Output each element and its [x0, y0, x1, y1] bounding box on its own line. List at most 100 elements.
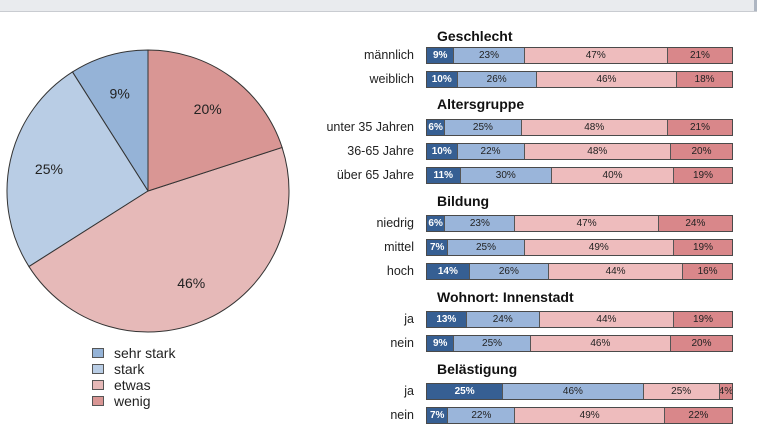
- stacked-bar: 25%46%25%4%: [426, 383, 733, 400]
- stacked-bar: 7% 25% 49% 19%: [426, 239, 733, 256]
- group-title: Geschlecht: [437, 28, 513, 44]
- pie-label-wenig: 20%: [194, 101, 222, 117]
- row-label: nein: [390, 408, 414, 422]
- legend-label-etwas: etwas: [114, 377, 151, 393]
- stacked-bar: 13% 24% 44% 19%: [426, 311, 733, 328]
- legend-item-wenig: wenig: [92, 393, 175, 409]
- bar-segment-stark: 24%: [466, 312, 540, 327]
- bar-segment-etwas: 48%: [524, 144, 671, 159]
- bar-segment-etwas: 25%: [643, 384, 720, 399]
- bar-segment-wenig: 4%: [719, 384, 732, 399]
- row-label: weiblich: [369, 72, 414, 86]
- bar-segment-stark: 26%: [457, 72, 537, 87]
- bar-segment-etwas: 44%: [548, 264, 684, 279]
- bar-segment-sehr-stark: 7%: [427, 240, 449, 255]
- legend-label-wenig: wenig: [114, 393, 151, 409]
- window-top-bar: [0, 0, 757, 12]
- legend-swatch-sehr-stark: [92, 348, 104, 358]
- row-label: niedrig: [376, 216, 414, 230]
- bar-segment-stark: 23%: [454, 48, 525, 63]
- bar-segment-etwas: 49%: [515, 408, 665, 423]
- window-top-bar-edge: [754, 0, 757, 11]
- bar-segment-sehr-stark: 13%: [427, 312, 467, 327]
- stacked-bar: 10% 22% 48% 20%: [426, 143, 733, 160]
- bar-segment-stark: 22%: [457, 144, 525, 159]
- bar-segment-etwas: 46%: [530, 336, 671, 351]
- bar-segment-wenig: 19%: [674, 312, 732, 327]
- legend-swatch-stark: [92, 364, 104, 374]
- stacked-bar: 11% 30% 40% 19%: [426, 167, 733, 184]
- bar-segment-wenig: 24%: [658, 216, 732, 231]
- legend-item-etwas: etwas: [92, 377, 175, 393]
- legend-item-stark: stark: [92, 361, 175, 377]
- legend-label-stark: stark: [114, 361, 145, 377]
- bar-segment-etwas: 47%: [524, 48, 668, 63]
- bar-segment-sehr-stark: 10%: [427, 72, 458, 87]
- row-label: ja: [404, 312, 414, 326]
- bar-segment-wenig: 22%: [664, 408, 732, 423]
- legend-item-sehr-stark: sehr stark: [92, 345, 175, 361]
- bar-segment-wenig: 20%: [670, 336, 732, 351]
- pie-chart: 9% 25% 46% 20%: [6, 49, 290, 333]
- bar-segment-stark: 23%: [445, 216, 516, 231]
- bar-segment-sehr-stark: 11%: [427, 168, 461, 183]
- legend-swatch-etwas: [92, 380, 104, 390]
- pie-slice-stark: [6, 71, 149, 268]
- row-label: hoch: [386, 264, 414, 278]
- pie-legend: sehr stark stark etwas wenig: [92, 345, 175, 409]
- legend-swatch-wenig: [92, 396, 104, 406]
- stacked-bar: 7% 22% 49% 22%: [426, 407, 733, 424]
- stacked-bar: 6% 25% 48% 21%: [426, 119, 733, 136]
- row-label: unter 35 Jahren: [326, 120, 414, 134]
- row-label: 36-65 Jahre: [347, 144, 414, 158]
- pie-label-etwas: 46%: [177, 275, 205, 291]
- bar-segment-stark: 25%: [445, 120, 522, 135]
- bar-segment-etwas: 46%: [536, 72, 678, 87]
- bar-segment-etwas: 48%: [521, 120, 668, 135]
- bar-segment-etwas: 49%: [524, 240, 675, 255]
- bar-segment-stark: 25%: [448, 240, 525, 255]
- stacked-bar: 10% 26% 46% 18%: [426, 71, 733, 88]
- legend-label-sehr-stark: sehr stark: [114, 345, 176, 361]
- bar-segment-stark: 30%: [460, 168, 553, 183]
- bar-segment-stark: 26%: [469, 264, 549, 279]
- bar-segment-sehr-stark: 9%: [427, 48, 455, 63]
- row-label: über 65 Jahre: [336, 168, 414, 182]
- group-title: Bildung: [437, 193, 490, 209]
- bar-segment-wenig: 19%: [674, 240, 732, 255]
- pie-slice-sehr-stark: [71, 49, 149, 193]
- bar-segment-sehr-stark: 7%: [427, 408, 449, 423]
- row-label: mittel: [384, 240, 414, 254]
- row-label: ja: [404, 384, 414, 398]
- row-label: männlich: [363, 48, 414, 62]
- bar-segment-etwas: 47%: [515, 216, 659, 231]
- bar-segment-sehr-stark: 14%: [427, 264, 470, 279]
- bar-segment-wenig: 21%: [667, 120, 732, 135]
- bar-segment-sehr-stark: 6%: [427, 216, 446, 231]
- stacked-bar: 14% 26% 44% 16%: [426, 263, 733, 280]
- row-label: nein: [390, 336, 414, 350]
- group-title: Belästigung: [437, 361, 518, 377]
- bar-segment-wenig: 18%: [677, 72, 732, 87]
- bar-segment-etwas: 44%: [539, 312, 675, 327]
- bar-segment-sehr-stark: 25%: [427, 384, 504, 399]
- pie-label-stark: 25%: [35, 161, 63, 177]
- bar-segment-sehr-stark: 10%: [427, 144, 458, 159]
- bar-segment-etwas: 40%: [552, 168, 675, 183]
- bar-segment-wenig: 21%: [667, 48, 732, 63]
- pie-slice-wenig: [147, 49, 283, 192]
- bar-segment-sehr-stark: 9%: [427, 336, 455, 351]
- bar-segment-stark: 22%: [448, 408, 516, 423]
- group-title: Altersgruppe: [437, 96, 525, 112]
- bar-segment-stark: 46%: [503, 384, 644, 399]
- bar-segment-sehr-stark: 6%: [427, 120, 446, 135]
- bar-segment-stark: 25%: [454, 336, 531, 351]
- bar-segment-wenig: 20%: [670, 144, 732, 159]
- bar-segment-wenig: 16%: [683, 264, 732, 279]
- pie-slice-etwas: [28, 146, 290, 333]
- stacked-bar: 6% 23% 47% 24%: [426, 215, 733, 232]
- pie-label-sehr-stark: 9%: [110, 86, 130, 102]
- bar-segment-wenig: 19%: [674, 168, 732, 183]
- group-title: Wohnort: Innenstadt: [437, 289, 574, 305]
